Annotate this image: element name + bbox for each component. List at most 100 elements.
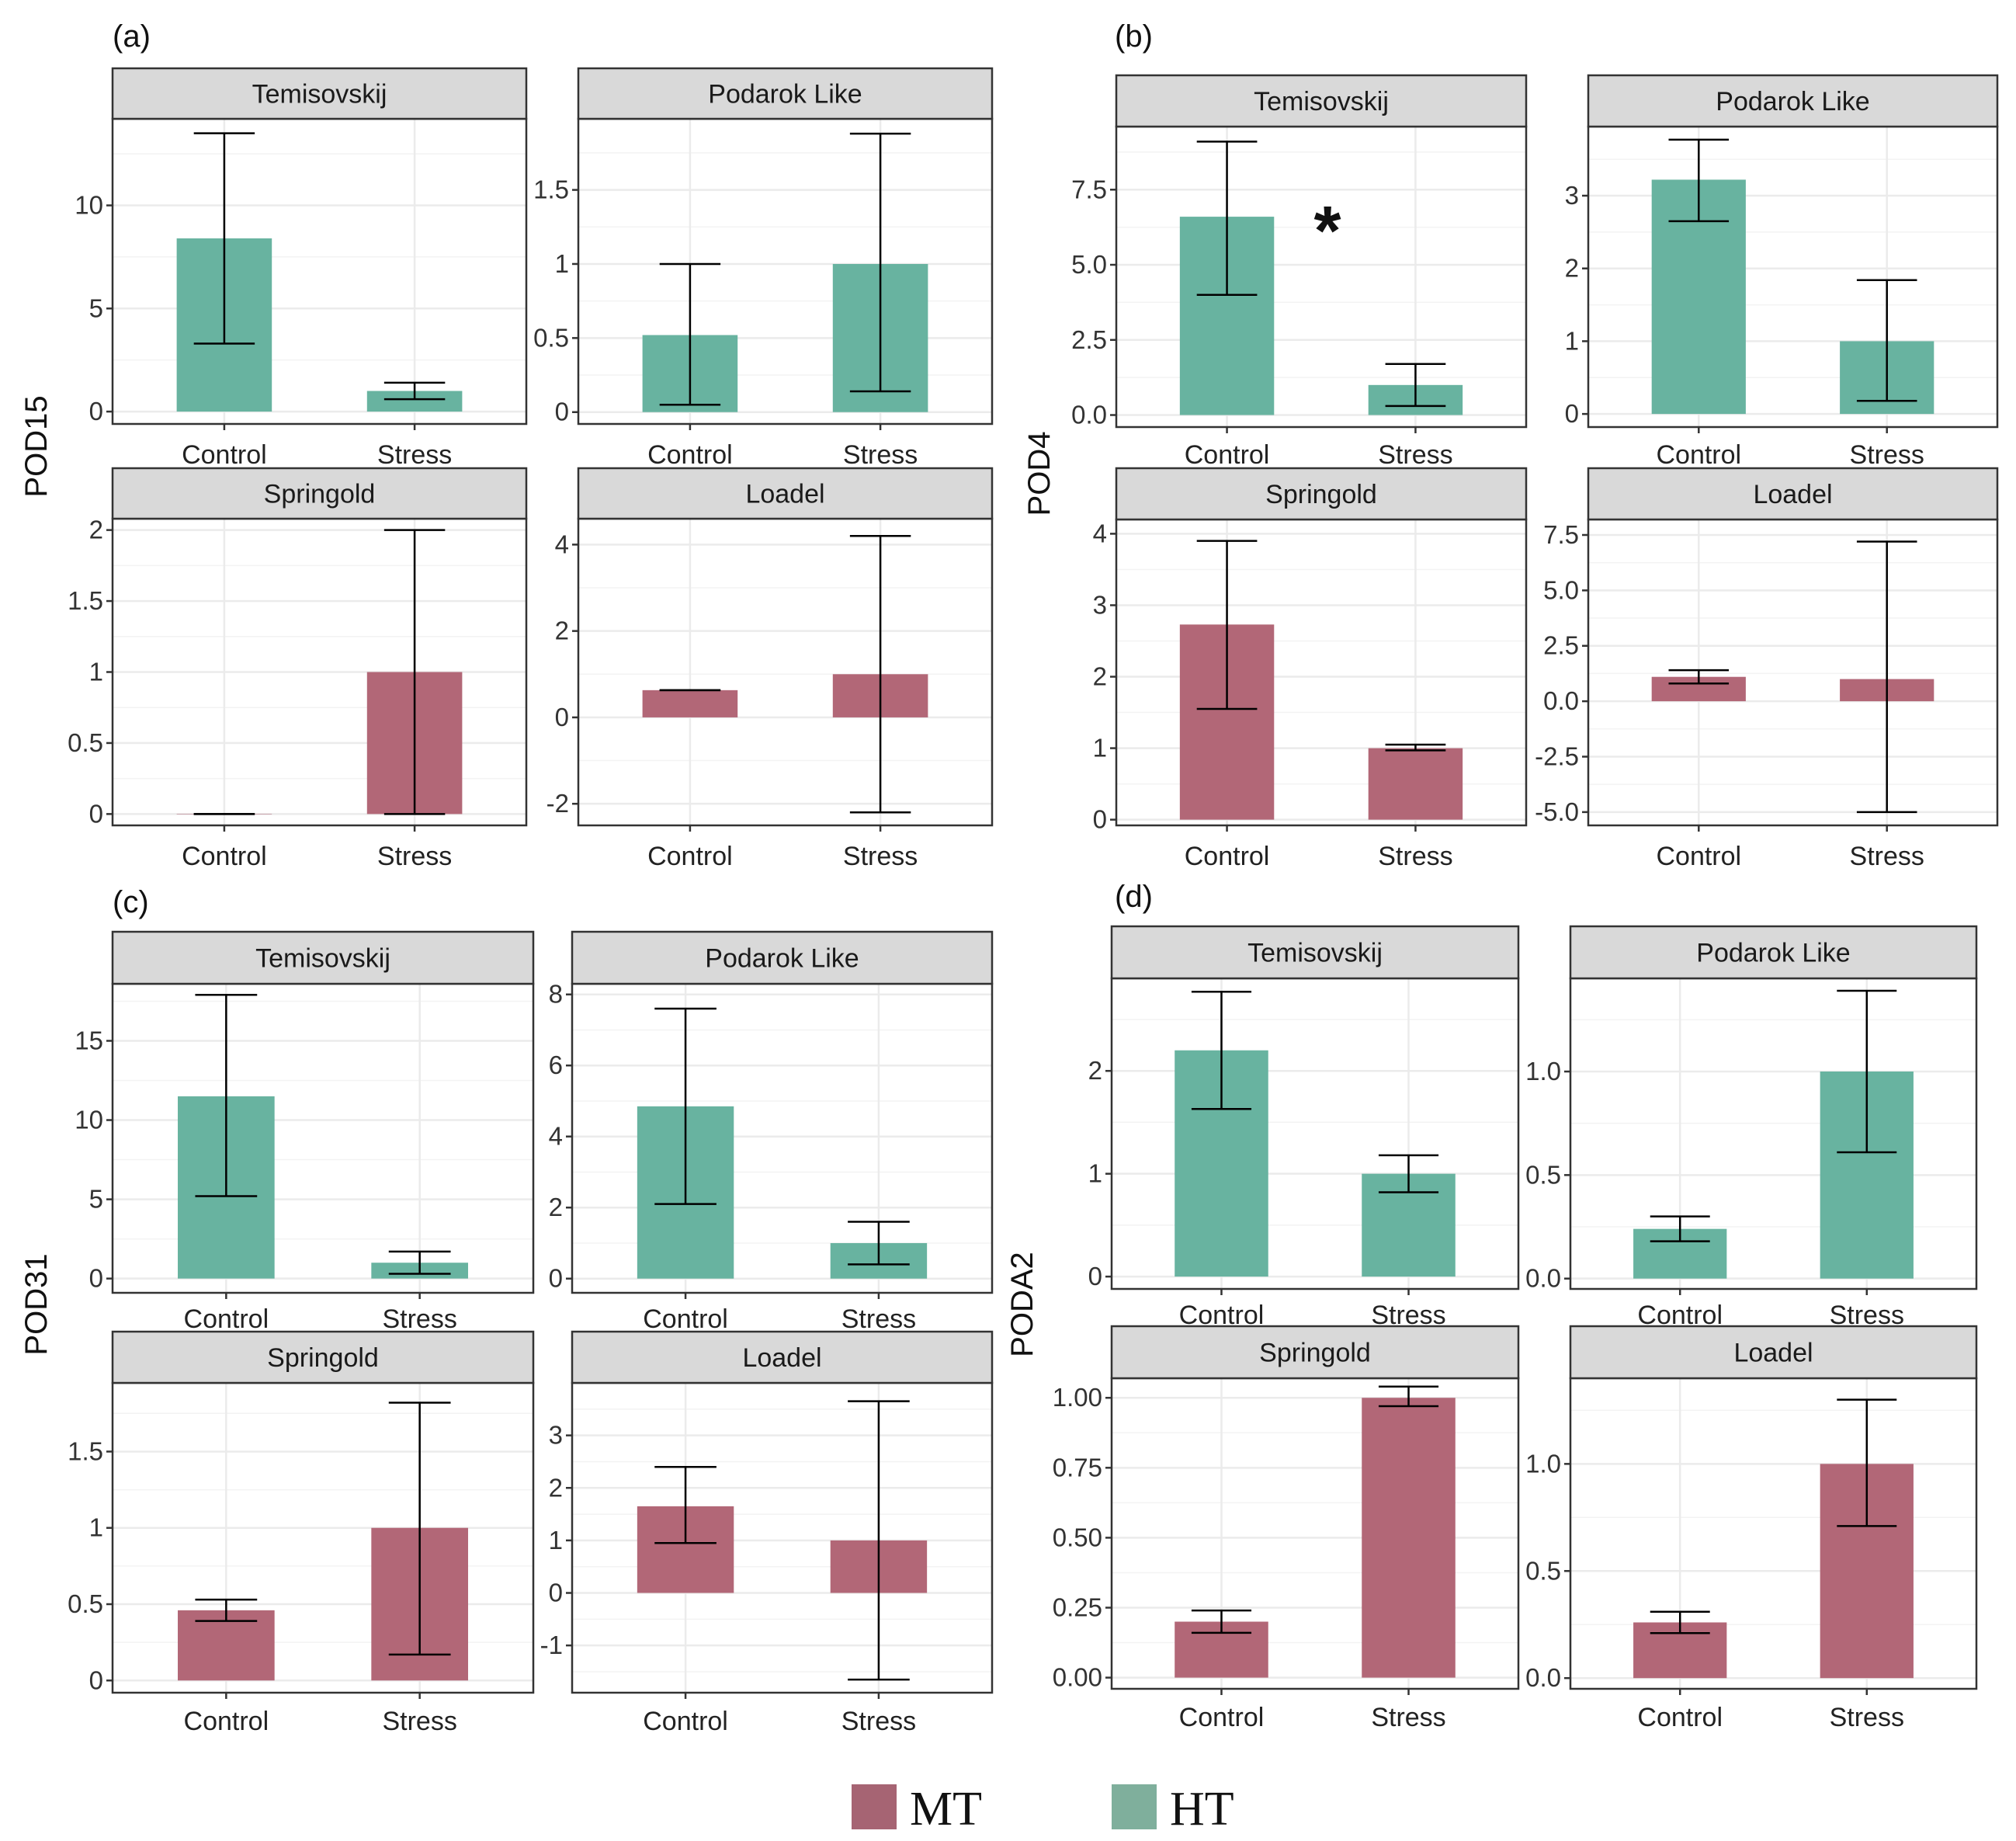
facet-strip bbox=[571, 930, 994, 985]
y-axis-label: POD15 bbox=[19, 395, 54, 497]
x-tick-label: Stress bbox=[841, 1304, 916, 1334]
y-tick-label: 2 bbox=[89, 516, 103, 544]
plot-area bbox=[113, 984, 533, 1293]
facet-2: Podarok Like 0.0 0.5 1.0 Control Stress bbox=[1525, 925, 1978, 1330]
y-tick-label: 2 bbox=[1093, 662, 1107, 691]
y-tick-label: 10 bbox=[75, 1106, 103, 1134]
facet-title: Temisovskij bbox=[1247, 939, 1383, 968]
y-tick-label: 0.5 bbox=[1525, 1160, 1561, 1189]
bar-stress bbox=[1368, 748, 1463, 820]
facet-title: Temisovskij bbox=[255, 944, 390, 974]
y-tick-label: -1 bbox=[540, 1631, 563, 1659]
y-tick-label: 5.0 bbox=[1071, 250, 1107, 279]
bar-control bbox=[178, 1610, 275, 1681]
y-tick-label: 0.0 bbox=[1525, 1264, 1561, 1293]
facet-strip bbox=[111, 1330, 535, 1384]
facet-title: Springold bbox=[1265, 480, 1377, 509]
plot-area bbox=[1570, 978, 1976, 1289]
facet-strip bbox=[1569, 925, 1978, 980]
facet-2: Podarok Like 0 2 4 6 8 Control Stress bbox=[549, 930, 994, 1334]
panel-tag: (b) bbox=[1115, 19, 1153, 54]
facet-title: Springold bbox=[264, 480, 376, 509]
facet-strip bbox=[111, 930, 535, 985]
y-tick-label: 5.0 bbox=[1543, 575, 1579, 604]
error-bar-stress bbox=[388, 1402, 451, 1656]
y-tick-label: 2 bbox=[1088, 1056, 1102, 1085]
y-tick-label: 0.75 bbox=[1053, 1453, 1102, 1481]
legend-swatch-ht bbox=[1112, 1784, 1157, 1829]
facet-title: Loadel bbox=[745, 480, 824, 509]
error-bar-stress bbox=[1837, 1398, 1897, 1527]
y-tick-label: 0 bbox=[555, 398, 569, 426]
facet-4: Loadel -1 0 1 2 3 Control Stress bbox=[540, 1330, 994, 1736]
x-tick-label: Stress bbox=[382, 1707, 456, 1736]
x-tick-label: Stress bbox=[382, 1304, 456, 1334]
x-tick-label: Stress bbox=[1850, 440, 1924, 470]
y-tick-label: 0 bbox=[89, 397, 103, 426]
panel-tag: (d) bbox=[1115, 880, 1153, 914]
error-bar-stress bbox=[849, 535, 911, 814]
plot-area bbox=[1112, 978, 1518, 1289]
x-tick-label: Stress bbox=[1830, 1703, 1904, 1732]
x-tick-label: Control bbox=[647, 842, 733, 871]
facet-2: Podarok Like 0 0.5 1 1.5 Control Stress bbox=[533, 67, 994, 470]
error-bar-control bbox=[1191, 1609, 1252, 1634]
plot-area bbox=[1116, 519, 1526, 825]
bar-stress bbox=[1362, 1398, 1456, 1678]
y-tick-label: 2 bbox=[549, 1193, 563, 1221]
y-tick-label: 10 bbox=[75, 191, 103, 220]
x-tick-label: Control bbox=[647, 440, 733, 470]
error-bar-stress bbox=[383, 381, 446, 401]
facet-title: Podarok Like bbox=[708, 80, 862, 109]
y-tick-label: 0 bbox=[89, 799, 103, 828]
plot-area bbox=[578, 119, 992, 424]
facet-1: Temisovskij 0 5 10 Control Stress bbox=[75, 67, 528, 470]
x-tick-label: Stress bbox=[377, 842, 452, 871]
y-tick-label: 0 bbox=[89, 1666, 103, 1694]
facet-3: Springold 0 1 2 3 4 Control Stress bbox=[1093, 467, 1528, 871]
x-tick-label: Control bbox=[184, 1304, 269, 1334]
y-tick-label: 1 bbox=[89, 1513, 103, 1542]
error-bar-stress bbox=[848, 1221, 910, 1266]
y-tick-label: 6 bbox=[549, 1051, 563, 1079]
error-bar-control bbox=[1650, 1215, 1710, 1242]
facet-strip bbox=[577, 467, 994, 520]
error-bar-stress bbox=[1856, 279, 1917, 402]
facet-strip bbox=[1569, 1325, 1978, 1380]
y-tick-label: 0 bbox=[1088, 1262, 1102, 1290]
y-tick-label: 1 bbox=[1088, 1159, 1102, 1188]
facet-title: Podarok Like bbox=[1716, 87, 1869, 116]
error-bar-stress bbox=[1385, 363, 1446, 408]
plot-area bbox=[1116, 127, 1526, 427]
significance-marker: * bbox=[1313, 193, 1341, 270]
y-tick-label: 1 bbox=[1565, 326, 1579, 355]
facet-strip bbox=[1587, 74, 1999, 128]
facet-strip bbox=[111, 467, 528, 520]
x-tick-label: Stress bbox=[1830, 1301, 1904, 1330]
y-tick-label: 0 bbox=[89, 1264, 103, 1293]
error-bar-stress bbox=[1837, 989, 1897, 1154]
error-bar-stress bbox=[849, 132, 911, 393]
plot-area bbox=[1588, 519, 1997, 825]
facet-title: Temisovskij bbox=[252, 80, 387, 109]
x-tick-label: Control bbox=[182, 842, 267, 871]
facet-strip bbox=[111, 67, 528, 120]
facet-4: Loadel 0.0 0.5 1.0 Control Stress bbox=[1525, 1325, 1978, 1732]
x-tick-label: Stress bbox=[1371, 1301, 1445, 1330]
y-tick-label: 0.5 bbox=[533, 323, 569, 352]
y-tick-label: 0 bbox=[1565, 399, 1579, 428]
facet-strip bbox=[1110, 925, 1520, 980]
x-tick-label: Stress bbox=[841, 1707, 916, 1736]
y-tick-label: 0.5 bbox=[68, 1589, 103, 1618]
facet-title: Temisovskij bbox=[1254, 87, 1389, 116]
y-tick-label: 3 bbox=[549, 1421, 563, 1450]
y-tick-label: -2.5 bbox=[1535, 742, 1579, 770]
error-bar-stress bbox=[383, 529, 446, 815]
error-bar-control bbox=[1196, 540, 1258, 710]
x-tick-label: Control bbox=[1637, 1703, 1723, 1732]
y-tick-label: 15 bbox=[75, 1026, 103, 1054]
facet-1: * Temisovskij 0.0 2.5 5.0 7.5 Control Stress bbox=[1071, 74, 1528, 470]
y-tick-label: 0 bbox=[549, 1264, 563, 1293]
